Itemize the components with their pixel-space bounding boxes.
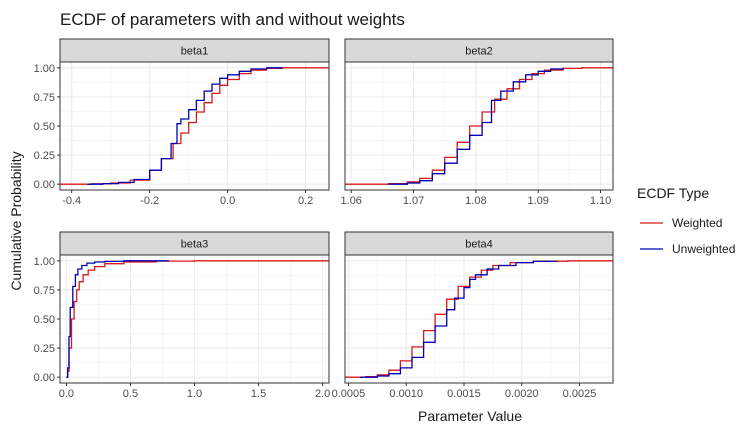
ecdf-line-unweighted [360, 260, 558, 378]
x-tick-label: 2.0 [315, 388, 330, 400]
y-axis-label: Cumulative Probability [8, 151, 24, 290]
y-tick-label: 1.00 [34, 256, 55, 268]
strip-label: beta1 [181, 46, 209, 58]
x-tick-label: 1.5 [251, 388, 266, 400]
panel-beta3: beta3 0.0 0.5 1.0 1.5 2.0 0.00 0.25 0.50 0.75 1.00 [34, 231, 330, 400]
x-tick-label: 0.0020 [505, 388, 539, 400]
x-tick-label: 0.0 [220, 195, 235, 207]
y-tick-label: 0.75 [34, 92, 55, 104]
panel-beta1: beta1 -0.4 -0.2 0.0 0.2 0.00 0.25 0.50 0.75 1.00 [34, 38, 330, 207]
strip-label: beta3 [181, 239, 209, 251]
legend: ECDF Type Weighted Unweighted [637, 185, 735, 256]
x-tick-label: -0.2 [140, 195, 159, 207]
y-tick-label: 0.50 [34, 121, 55, 133]
x-tick-label: 1.08 [465, 195, 486, 207]
x-tick-label: 0.2 [298, 195, 313, 207]
y-tick-label: 0.00 [34, 179, 55, 191]
strip-label: beta2 [465, 46, 493, 58]
panel-border [344, 254, 614, 384]
x-tick-label: 0.0010 [389, 388, 423, 400]
legend-title: ECDF Type [637, 185, 709, 201]
x-tick-label: 0.5 [123, 388, 138, 400]
legend-label: Weighted [672, 216, 722, 230]
y-tick-label: 0.25 [34, 150, 55, 162]
panel-border [344, 61, 614, 191]
legend-label: Unweighted [672, 242, 735, 256]
y-tick-label: 1.00 [34, 63, 55, 75]
y-tick-label: 0.25 [34, 343, 55, 355]
x-tick-label: 0.0 [59, 388, 74, 400]
panel-beta4: beta4 0.0005 0.0010 0.0015 0.0020 0.0025 [332, 231, 614, 400]
y-tick-label: 0.00 [34, 372, 55, 384]
x-tick-label: -0.4 [62, 195, 81, 207]
x-tick-label: 1.0 [187, 388, 202, 400]
x-tick-label: 1.06 [341, 195, 362, 207]
facet-panels: beta1-0.4 -0.2 0.0 0.20.000.250.500.751.00b… [34, 38, 614, 400]
x-tick-label: 1.10 [590, 195, 611, 207]
panel-beta2: beta2 1.06 1.07 1.08 1.09 1.10 [341, 38, 614, 207]
ecdf-line-unweighted [66, 260, 169, 378]
strip-label: beta4 [465, 239, 493, 251]
x-axis-label: Parameter Value [418, 408, 522, 424]
x-tick-label: 0.0015 [447, 388, 481, 400]
x-tick-label: 1.09 [527, 195, 548, 207]
y-tick-label: 0.75 [34, 285, 55, 297]
ecdf-line-unweighted [388, 67, 564, 185]
x-tick-label: 1.07 [403, 195, 424, 207]
chart-title: ECDF of parameters with and without weig… [60, 10, 405, 29]
x-tick-label: 0.0025 [563, 388, 597, 400]
ecdf-line-unweighted [87, 67, 283, 185]
y-tick-label: 0.50 [34, 314, 55, 326]
ecdf-line-weighted [66, 260, 329, 378]
x-tick-label: 0.0005 [332, 388, 366, 400]
